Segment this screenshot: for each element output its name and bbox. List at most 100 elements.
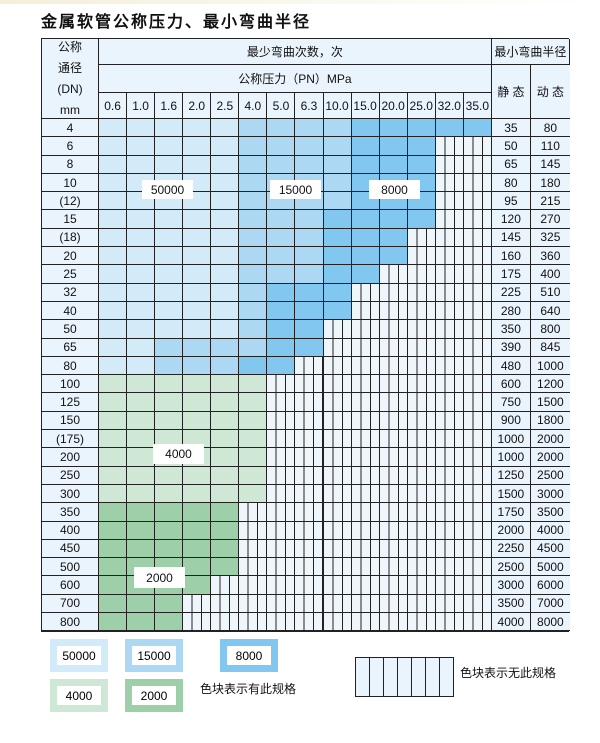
unavailable-cell bbox=[407, 466, 436, 485]
unavailable-cell bbox=[239, 558, 268, 577]
dynamic-radius-cell: 2000 bbox=[530, 430, 570, 449]
unavailable-cell bbox=[407, 448, 436, 467]
static-radius-cell: 900 bbox=[491, 411, 531, 431]
available-cell-L bbox=[155, 283, 184, 302]
available-cell-L bbox=[183, 210, 212, 229]
available-cell-D bbox=[463, 119, 492, 138]
available-cell-G bbox=[183, 375, 212, 394]
unavailable-cell bbox=[407, 228, 436, 248]
unavailable-cell bbox=[351, 558, 380, 577]
available-cell-M bbox=[239, 247, 268, 266]
available-cell-G bbox=[99, 430, 128, 449]
dn-cell: 350 bbox=[42, 503, 99, 522]
available-cell-D bbox=[351, 137, 380, 156]
unavailable-cell bbox=[211, 594, 240, 614]
dn-cell: 100 bbox=[42, 375, 99, 394]
available-cell-L bbox=[99, 173, 128, 193]
unavailable-cell bbox=[463, 210, 492, 229]
pressure-col-header: 32.0 bbox=[435, 93, 464, 119]
dynamic-radius-cell: 510 bbox=[530, 283, 570, 302]
dn-cell: 32 bbox=[42, 283, 99, 302]
available-cell-G bbox=[155, 411, 184, 431]
unavailable-cell bbox=[379, 503, 408, 522]
available-cell-M bbox=[239, 119, 268, 138]
available-cell-G bbox=[183, 411, 212, 431]
unavailable-cell bbox=[267, 521, 296, 540]
unavailable-cell bbox=[379, 375, 408, 394]
available-cell-M bbox=[239, 155, 268, 174]
available-cell-L bbox=[127, 265, 156, 284]
available-cell-G bbox=[127, 466, 156, 485]
available-cell-G bbox=[211, 375, 240, 394]
legend-unavailable-text: 色块表示无此规格 bbox=[460, 666, 557, 680]
unavailable-cell bbox=[407, 338, 436, 357]
pressure-col-header: 20.0 bbox=[379, 93, 408, 119]
available-cell-G bbox=[239, 430, 268, 449]
unavailable-cell bbox=[435, 466, 464, 485]
unavailable-cell bbox=[379, 448, 408, 467]
unavailable-cell bbox=[323, 430, 352, 449]
available-cell-H bbox=[127, 594, 156, 614]
available-cell-L bbox=[211, 119, 240, 138]
available-cell-M bbox=[155, 338, 184, 357]
available-cell-L bbox=[155, 247, 184, 266]
available-cell-M bbox=[211, 338, 240, 357]
available-cell-D bbox=[351, 119, 380, 138]
static-radius-cell: 2250 bbox=[491, 539, 531, 559]
dynamic-radius-cell: 8000 bbox=[530, 613, 570, 632]
available-cell-L bbox=[99, 155, 128, 174]
unavailable-cell bbox=[435, 173, 464, 193]
available-cell-G bbox=[127, 484, 156, 504]
available-cell-L bbox=[183, 320, 212, 339]
unavailable-cell bbox=[379, 539, 408, 559]
unavailable-cell bbox=[463, 503, 492, 522]
dn-cell: 10 bbox=[42, 173, 99, 193]
unavailable-cell bbox=[379, 301, 408, 321]
page-title: 金属软管公称压力、最小弯曲半径 bbox=[41, 12, 312, 31]
available-cell-L bbox=[183, 137, 212, 156]
available-cell-G bbox=[211, 484, 240, 504]
zone-label-15000: 15000 bbox=[270, 180, 321, 199]
unavailable-cell bbox=[323, 466, 352, 485]
available-cell-G bbox=[127, 411, 156, 431]
unavailable-cell bbox=[435, 613, 464, 632]
available-cell-L bbox=[127, 247, 156, 266]
unavailable-cell bbox=[435, 356, 464, 376]
available-cell-M bbox=[267, 119, 296, 138]
unavailable-cell bbox=[267, 411, 296, 431]
available-cell-L bbox=[127, 155, 156, 174]
dn-cell: 15 bbox=[42, 210, 99, 229]
dynamic-radius-cell: 1800 bbox=[530, 411, 570, 431]
available-cell-L bbox=[183, 155, 212, 174]
static-radius-cell: 1250 bbox=[491, 466, 531, 485]
dynamic-radius-cell: 360 bbox=[530, 247, 570, 266]
unavailable-cell bbox=[379, 411, 408, 431]
available-cell-L bbox=[155, 210, 184, 229]
unavailable-cell bbox=[295, 448, 324, 467]
available-cell-D bbox=[323, 301, 352, 321]
unavailable-cell bbox=[463, 411, 492, 431]
available-cell-D bbox=[323, 210, 352, 229]
static-radius-cell: 1000 bbox=[491, 448, 531, 467]
unavailable-cell bbox=[323, 594, 352, 614]
available-cell-H bbox=[183, 503, 212, 522]
available-cell-D bbox=[379, 210, 408, 229]
static-radius-cell: 50 bbox=[491, 137, 531, 156]
available-cell-M bbox=[183, 338, 212, 357]
static-radius-cell: 2500 bbox=[491, 558, 531, 577]
pressure-col-header: 6.3 bbox=[295, 93, 324, 119]
available-cell-H bbox=[99, 613, 128, 632]
dynamic-radius-cell: 2500 bbox=[530, 466, 570, 485]
available-cell-D bbox=[267, 338, 296, 357]
available-cell-L bbox=[183, 265, 212, 284]
unavailable-cell bbox=[211, 576, 240, 595]
static-radius-cell: 280 bbox=[491, 301, 531, 321]
legend-4000: 4000 bbox=[50, 679, 108, 712]
unavailable-cell bbox=[407, 430, 436, 449]
dynamic-radius-cell: 845 bbox=[530, 338, 570, 357]
static-radius-cell: 120 bbox=[491, 210, 531, 229]
unavailable-cell bbox=[295, 484, 324, 504]
unavailable-cell bbox=[267, 576, 296, 595]
unavailable-cell bbox=[379, 356, 408, 376]
available-cell-M bbox=[183, 356, 212, 376]
